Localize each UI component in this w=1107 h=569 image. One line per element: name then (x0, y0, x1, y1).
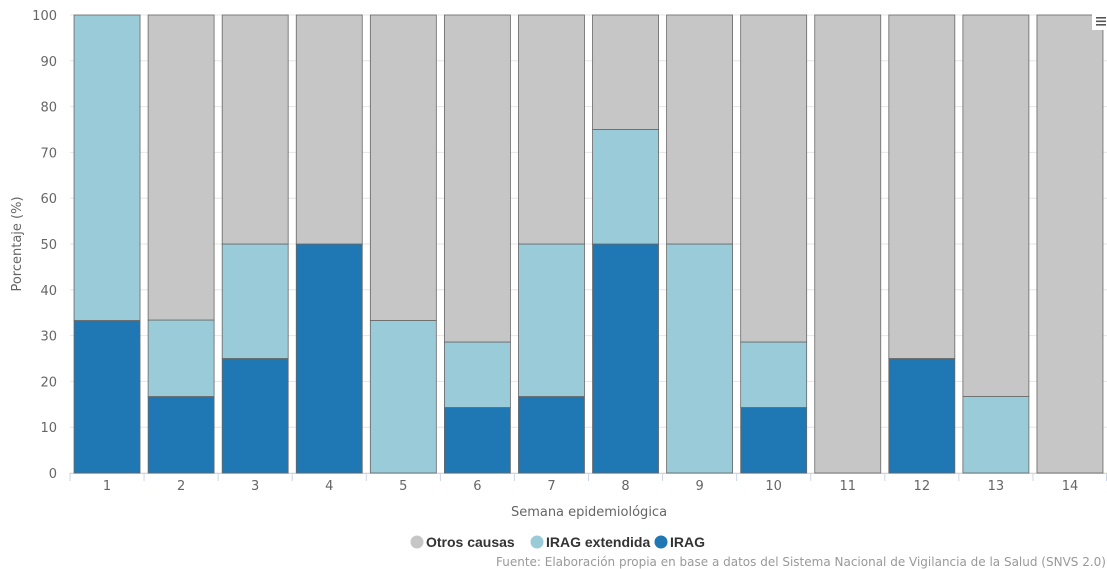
bar-segment[interactable] (73, 14, 141, 321)
legend-marker-icon (410, 535, 424, 549)
bar-segment[interactable] (740, 14, 808, 343)
legend-item[interactable]: IRAG (654, 534, 706, 550)
bar-segment[interactable] (147, 14, 215, 321)
bar-segment[interactable] (962, 396, 1030, 474)
x-tick-label: 2 (177, 479, 185, 494)
bar-segment[interactable] (740, 341, 808, 408)
bar-segment[interactable] (814, 14, 882, 474)
bar-segment[interactable] (666, 243, 734, 474)
x-axis-title: Semana epidemiológica (511, 505, 667, 520)
y-tick-label: 10 (40, 421, 57, 436)
legend-marker-icon (654, 535, 668, 549)
y-tick-label: 70 (40, 146, 57, 161)
credits: Fuente: Elaboración propia en base a dat… (496, 555, 1106, 569)
bar-segment[interactable] (295, 14, 363, 245)
x-tick-label: 1 (103, 479, 111, 494)
bar-segment[interactable] (518, 14, 585, 245)
x-tick-label: 8 (621, 479, 629, 494)
x-tick-label: 11 (839, 479, 856, 494)
bar-segment[interactable] (295, 243, 363, 474)
bar-segment[interactable] (592, 14, 659, 130)
bar-segment[interactable] (369, 320, 437, 474)
bar-segment[interactable] (1036, 14, 1104, 474)
y-tick-label: 40 (40, 284, 57, 299)
x-axis-ticks: 1 2 3 4 5 6 7 8 9 10 11 12 13 14 (69, 473, 1107, 494)
x-tick-label: 12 (914, 479, 931, 494)
y-tick-label: 90 (40, 55, 57, 70)
bar-segment[interactable] (888, 14, 956, 359)
bar-segment[interactable] (962, 14, 1030, 397)
x-tick-label: 3 (251, 479, 259, 494)
y-axis-title: Porcentaje (%) (10, 196, 25, 291)
y-tick-label: 20 (40, 375, 57, 390)
legend-label: IRAG (670, 534, 705, 550)
x-tick-label: 6 (473, 479, 481, 494)
bars (73, 14, 1104, 474)
menu-line (1096, 17, 1106, 19)
legend-label: Otros causas (426, 534, 515, 550)
y-tick-label: 100 (32, 9, 57, 24)
bar-segment[interactable] (73, 320, 141, 474)
menu-line (1096, 20, 1106, 23)
legend: Otros causas IRAG extendida IRAG (410, 534, 706, 550)
bar-segment[interactable] (888, 358, 956, 474)
bar-segment[interactable] (443, 341, 511, 408)
bar-segment[interactable] (221, 358, 289, 474)
legend-item[interactable]: IRAG extendida (530, 534, 651, 550)
x-tick-label: 14 (1062, 479, 1079, 494)
y-axis-ticks: 0 10 20 30 40 50 60 70 80 90 100 (32, 9, 57, 482)
bar-segment[interactable] (518, 396, 585, 474)
menu-line (1096, 24, 1106, 26)
bar-segment[interactable] (221, 243, 289, 359)
bar-segment[interactable] (592, 243, 659, 474)
bar-segment[interactable] (369, 14, 437, 321)
bar-segment[interactable] (518, 243, 585, 397)
y-tick-label: 50 (40, 238, 57, 253)
bar-segment[interactable] (221, 14, 289, 245)
x-tick-label: 10 (765, 479, 782, 494)
bar-segment[interactable] (443, 407, 511, 474)
hamburger-menu-icon[interactable] (1092, 14, 1107, 30)
legend-label: IRAG extendida (546, 534, 650, 550)
bar-segment[interactable] (147, 396, 215, 474)
x-tick-label: 13 (988, 479, 1005, 494)
legend-item[interactable]: Otros causas (410, 534, 515, 550)
y-tick-label: 60 (40, 192, 57, 207)
x-tick-label: 4 (325, 479, 333, 494)
y-tick-label: 0 (49, 467, 57, 482)
bar-segment[interactable] (666, 14, 734, 245)
bar-segment[interactable] (443, 14, 511, 343)
y-tick-label: 30 (40, 330, 57, 345)
x-tick-label: 5 (399, 479, 407, 494)
x-tick-label: 7 (547, 479, 555, 494)
x-tick-label: 9 (695, 479, 703, 494)
y-tick-label: 80 (40, 101, 57, 116)
bar-segment[interactable] (147, 319, 215, 397)
bar-segment[interactable] (740, 407, 808, 474)
bar-segment[interactable] (592, 129, 659, 245)
legend-marker-icon (530, 535, 544, 549)
